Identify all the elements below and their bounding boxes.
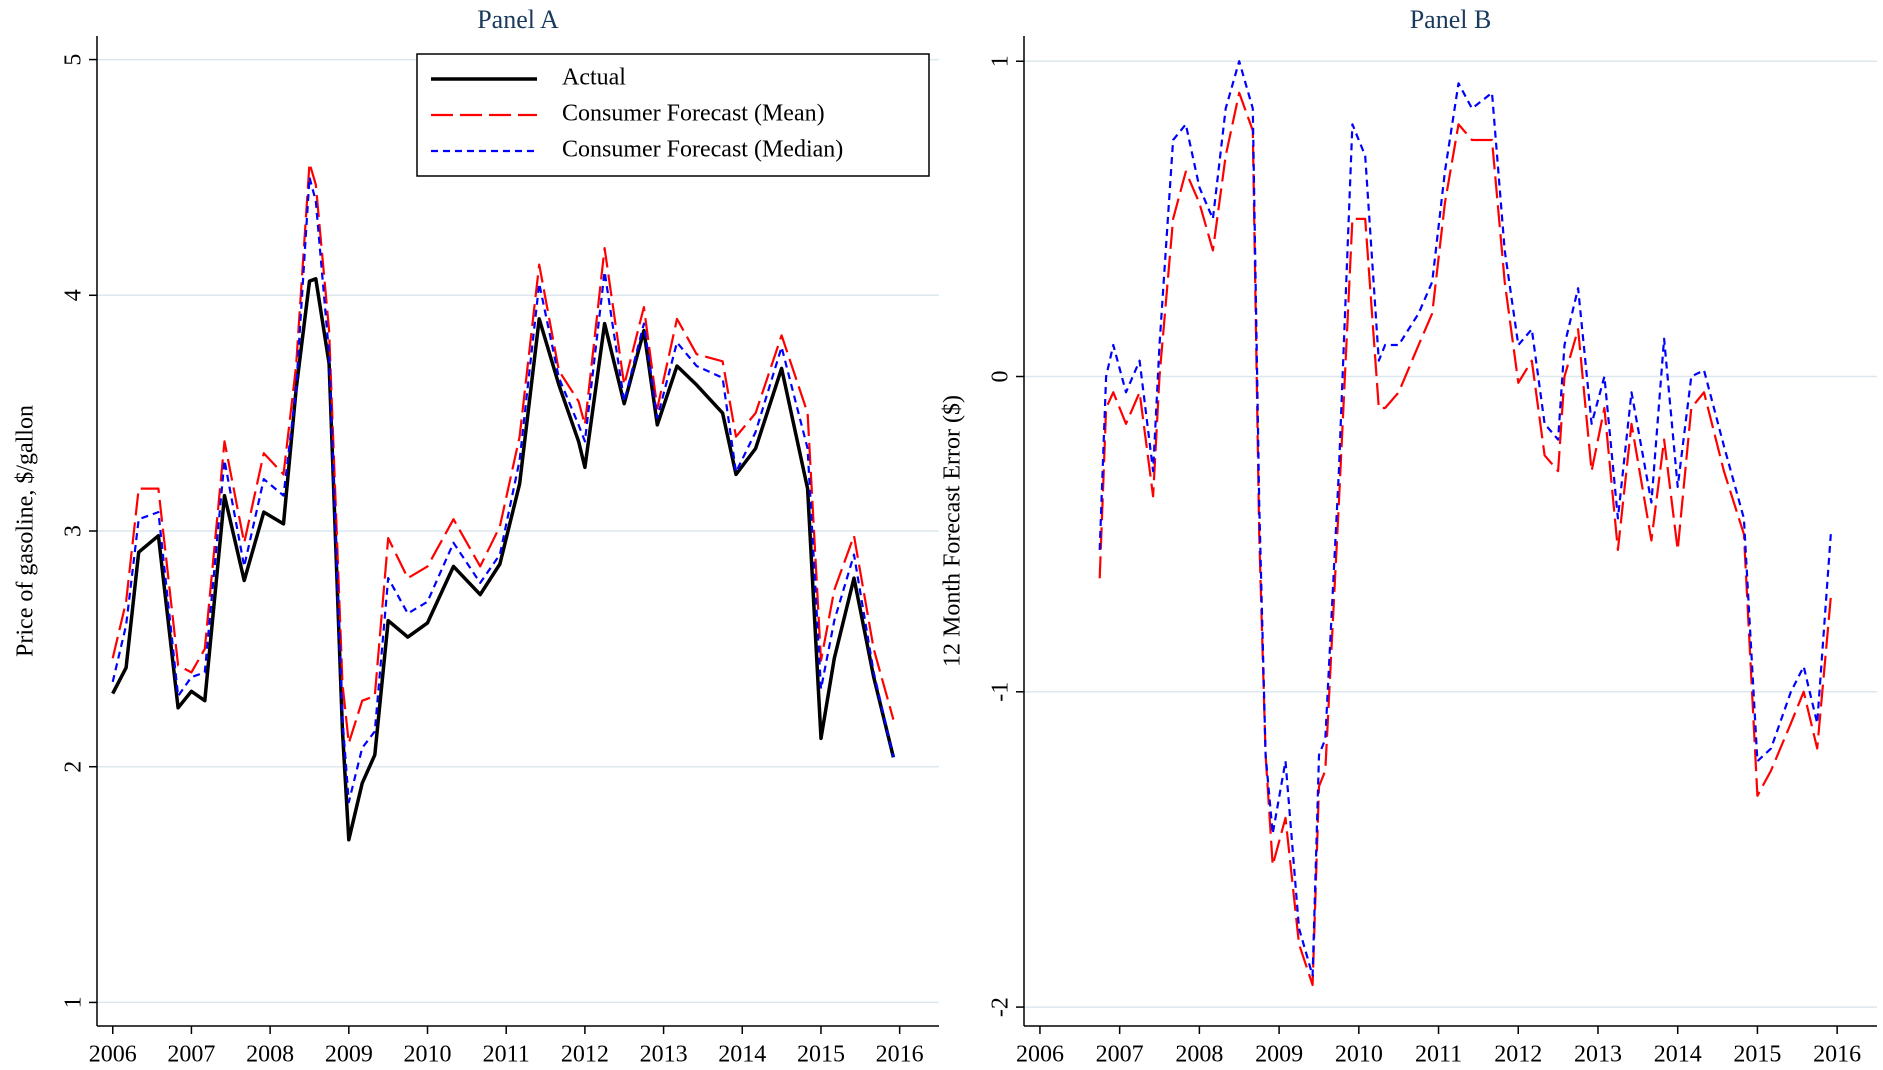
y-tick-label: 1 [988, 55, 1014, 67]
x-tick-label: 2011 [1415, 1042, 1462, 1068]
y-tick-label: -1 [988, 682, 1014, 702]
x-tick-label: 2012 [1494, 1042, 1542, 1068]
series-line [1098, 91, 1832, 987]
legend-label: Consumer Forecast (Median) [562, 137, 843, 163]
x-tick-label: 2013 [1574, 1042, 1622, 1068]
series-line [111, 162, 895, 745]
x-tick-label: 2007 [1096, 1042, 1144, 1068]
y-tick-label: 4 [61, 289, 87, 301]
x-tick-label: 2013 [640, 1042, 688, 1068]
panel-title: Panel B [1410, 5, 1492, 34]
y-tick-label: 5 [61, 54, 87, 66]
series-line [111, 277, 896, 842]
y-tick-label: 3 [61, 525, 87, 537]
x-tick-label: 2008 [246, 1042, 294, 1068]
y-axis-label: 12 Month Forecast Error ($) [940, 395, 966, 667]
x-tick-label: 2009 [1255, 1042, 1303, 1068]
x-tick-label: 2015 [1733, 1042, 1781, 1068]
x-tick-label: 2007 [167, 1042, 215, 1068]
x-tick-label: 2016 [1813, 1042, 1861, 1068]
y-tick-label: 2 [61, 761, 87, 773]
y-tick-label: 0 [988, 371, 1014, 383]
y-axis-label: Price of gasoline, $/gallon [13, 405, 39, 657]
x-tick-label: 2014 [718, 1042, 766, 1068]
series-line [111, 176, 895, 804]
panel-title: Panel A [477, 5, 559, 34]
x-tick-label: 2009 [325, 1042, 373, 1068]
x-tick-label: 2006 [89, 1042, 137, 1068]
x-tick-label: 2010 [404, 1042, 452, 1068]
y-tick-label: 1 [61, 996, 87, 1008]
x-tick-label: 2010 [1335, 1042, 1383, 1068]
x-tick-label: 2014 [1654, 1042, 1702, 1068]
x-tick-label: 2011 [483, 1042, 530, 1068]
x-tick-label: 2008 [1175, 1042, 1223, 1068]
x-tick-label: 2006 [1016, 1042, 1064, 1068]
x-tick-label: 2012 [561, 1042, 609, 1068]
y-tick-label: -2 [988, 997, 1014, 1017]
legend-label: Consumer Forecast (Mean) [562, 101, 825, 127]
legend-label: Actual [562, 65, 626, 91]
x-tick-label: 2016 [876, 1042, 924, 1068]
series-line [1098, 60, 1832, 977]
x-tick-label: 2015 [797, 1042, 845, 1068]
